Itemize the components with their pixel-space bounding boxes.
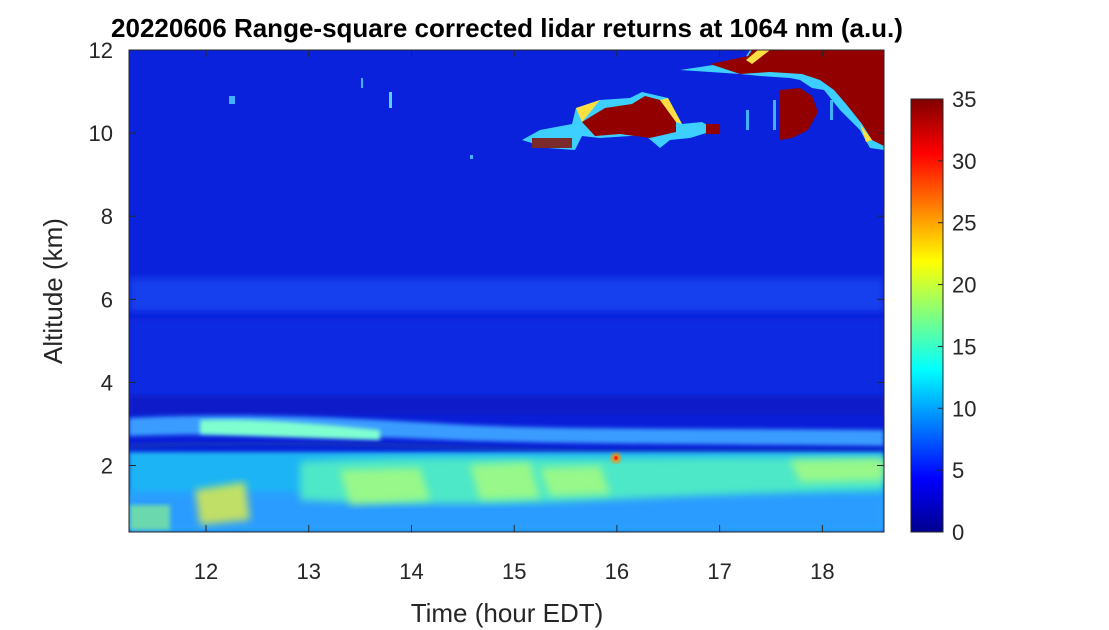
colorbar-ticks: 0 5 10 15 20 25 30 35	[938, 87, 976, 545]
chart-title: 20220606 Range-square corrected lidar re…	[111, 13, 903, 43]
speck-5	[746, 110, 749, 130]
x-tick-label-2: 14	[399, 559, 423, 584]
colorbar-tick-label-2: 10	[952, 396, 976, 421]
speck-3	[389, 92, 392, 108]
y-tick-label-1: 4	[101, 370, 113, 395]
upper-troposphere-band	[129, 50, 884, 280]
cirrus-body-1	[582, 96, 676, 138]
x-tick-label-4: 16	[605, 559, 629, 584]
x-tick-label-6: 18	[810, 559, 834, 584]
cirrus-piece-2	[532, 138, 572, 148]
x-tick-label-1: 13	[297, 559, 321, 584]
aerosol-layer-bright	[200, 419, 380, 440]
y-tick-label-5: 12	[89, 38, 113, 63]
speck-2	[361, 78, 363, 88]
colorbar-tick-label-7: 35	[952, 87, 976, 112]
speck-4	[470, 155, 473, 159]
cirrus-cloud-group	[522, 50, 884, 150]
colorbar-tick-label-5: 25	[952, 211, 976, 236]
colorbar-tick-label-0: 0	[952, 520, 964, 545]
cirrus-piece-3	[706, 124, 720, 134]
cirrus-body-5	[780, 88, 818, 140]
x-tick-label-3: 15	[502, 559, 526, 584]
y-tick-label-4: 10	[89, 121, 113, 146]
low-left-yellow	[195, 482, 250, 525]
x-tick-label-0: 12	[194, 559, 218, 584]
residual-layer-band	[129, 278, 884, 312]
y-axis-label: Altitude (km)	[38, 218, 68, 364]
aerosol-yellow-patches	[340, 458, 884, 505]
y-tick-label-3: 8	[101, 204, 113, 229]
mid-band	[129, 318, 884, 408]
speck-7	[830, 100, 833, 120]
speck-1	[229, 96, 235, 104]
heatmap-area	[129, 50, 884, 532]
peak-core	[614, 456, 618, 460]
plot-frame	[128, 49, 885, 533]
colorbar-tick-label-4: 20	[952, 273, 976, 298]
x-tick-label-5: 17	[707, 559, 731, 584]
colorbar-tick-label-1: 5	[952, 458, 964, 483]
cirrus-body-4	[710, 50, 884, 146]
boundary-layer-dark-line	[129, 440, 884, 455]
surface-left-green	[130, 505, 170, 530]
boundary-layer-top-dark	[129, 395, 884, 415]
colorbar-tick-label-6: 30	[952, 149, 976, 174]
colorbar	[910, 98, 944, 533]
y-tick-label-2: 6	[101, 287, 113, 312]
y-tick-label-0: 2	[101, 454, 113, 479]
x-axis-label: Time (hour EDT)	[411, 598, 604, 628]
colorbar-tick-label-3: 15	[952, 334, 976, 359]
y-axis-ticks: 2 4 6 8 10 12	[89, 38, 884, 479]
x-axis-ticks: 12 13 14 15 16 17 18	[194, 50, 835, 584]
speck-6	[773, 100, 776, 130]
boundary-layer-top-band	[129, 415, 884, 446]
